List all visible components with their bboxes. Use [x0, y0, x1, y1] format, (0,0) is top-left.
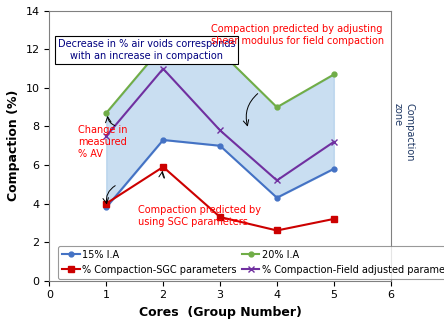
- % Compaction-Field adjusted parameters: [331, 140, 337, 144]
- % Compaction-SGC parameters: [331, 217, 337, 221]
- Text: Change in
measured
% AV: Change in measured % AV: [78, 125, 127, 159]
- 15% I.A: [331, 167, 337, 171]
- % Compaction-SGC parameters: [103, 201, 109, 205]
- Line: 15% I.A: 15% I.A: [104, 138, 336, 210]
- 15% I.A: [160, 138, 166, 142]
- 20% I.A: [160, 44, 166, 48]
- Y-axis label: Compaction (%): Compaction (%): [7, 90, 20, 201]
- 20% I.A: [274, 105, 280, 109]
- 15% I.A: [218, 144, 223, 148]
- % Compaction-SGC parameters: [160, 165, 166, 169]
- X-axis label: Cores  (Group Number): Cores (Group Number): [139, 306, 301, 319]
- % Compaction-Field adjusted parameters: [274, 178, 280, 182]
- Text: Compaction predicted by adjusting
shear modulus for field compaction: Compaction predicted by adjusting shear …: [211, 24, 385, 46]
- 15% I.A: [274, 196, 280, 200]
- % Compaction-SGC parameters: [218, 215, 223, 219]
- Line: % Compaction-Field adjusted parameters: % Compaction-Field adjusted parameters: [103, 65, 337, 184]
- % Compaction-Field adjusted parameters: [160, 67, 166, 71]
- Text: Decrease in % air voids corresponds
with an increase in compaction: Decrease in % air voids corresponds with…: [58, 39, 235, 61]
- Line: 20% I.A: 20% I.A: [104, 43, 336, 116]
- 20% I.A: [103, 111, 109, 115]
- Text: Compaction
zone: Compaction zone: [392, 103, 414, 162]
- % Compaction-Field adjusted parameters: [103, 134, 109, 138]
- % Compaction-Field adjusted parameters: [218, 128, 223, 132]
- 15% I.A: [103, 205, 109, 209]
- 20% I.A: [218, 49, 223, 53]
- Line: % Compaction-SGC parameters: % Compaction-SGC parameters: [103, 164, 337, 233]
- Legend: 15% I.A, % Compaction-SGC parameters, 20% I.A, % Compaction-Field adjusted param: 15% I.A, % Compaction-SGC parameters, 20…: [58, 246, 444, 279]
- % Compaction-SGC parameters: [274, 228, 280, 232]
- Text: Compaction predicted by
using SGC parameters: Compaction predicted by using SGC parame…: [138, 205, 261, 227]
- 20% I.A: [331, 72, 337, 76]
